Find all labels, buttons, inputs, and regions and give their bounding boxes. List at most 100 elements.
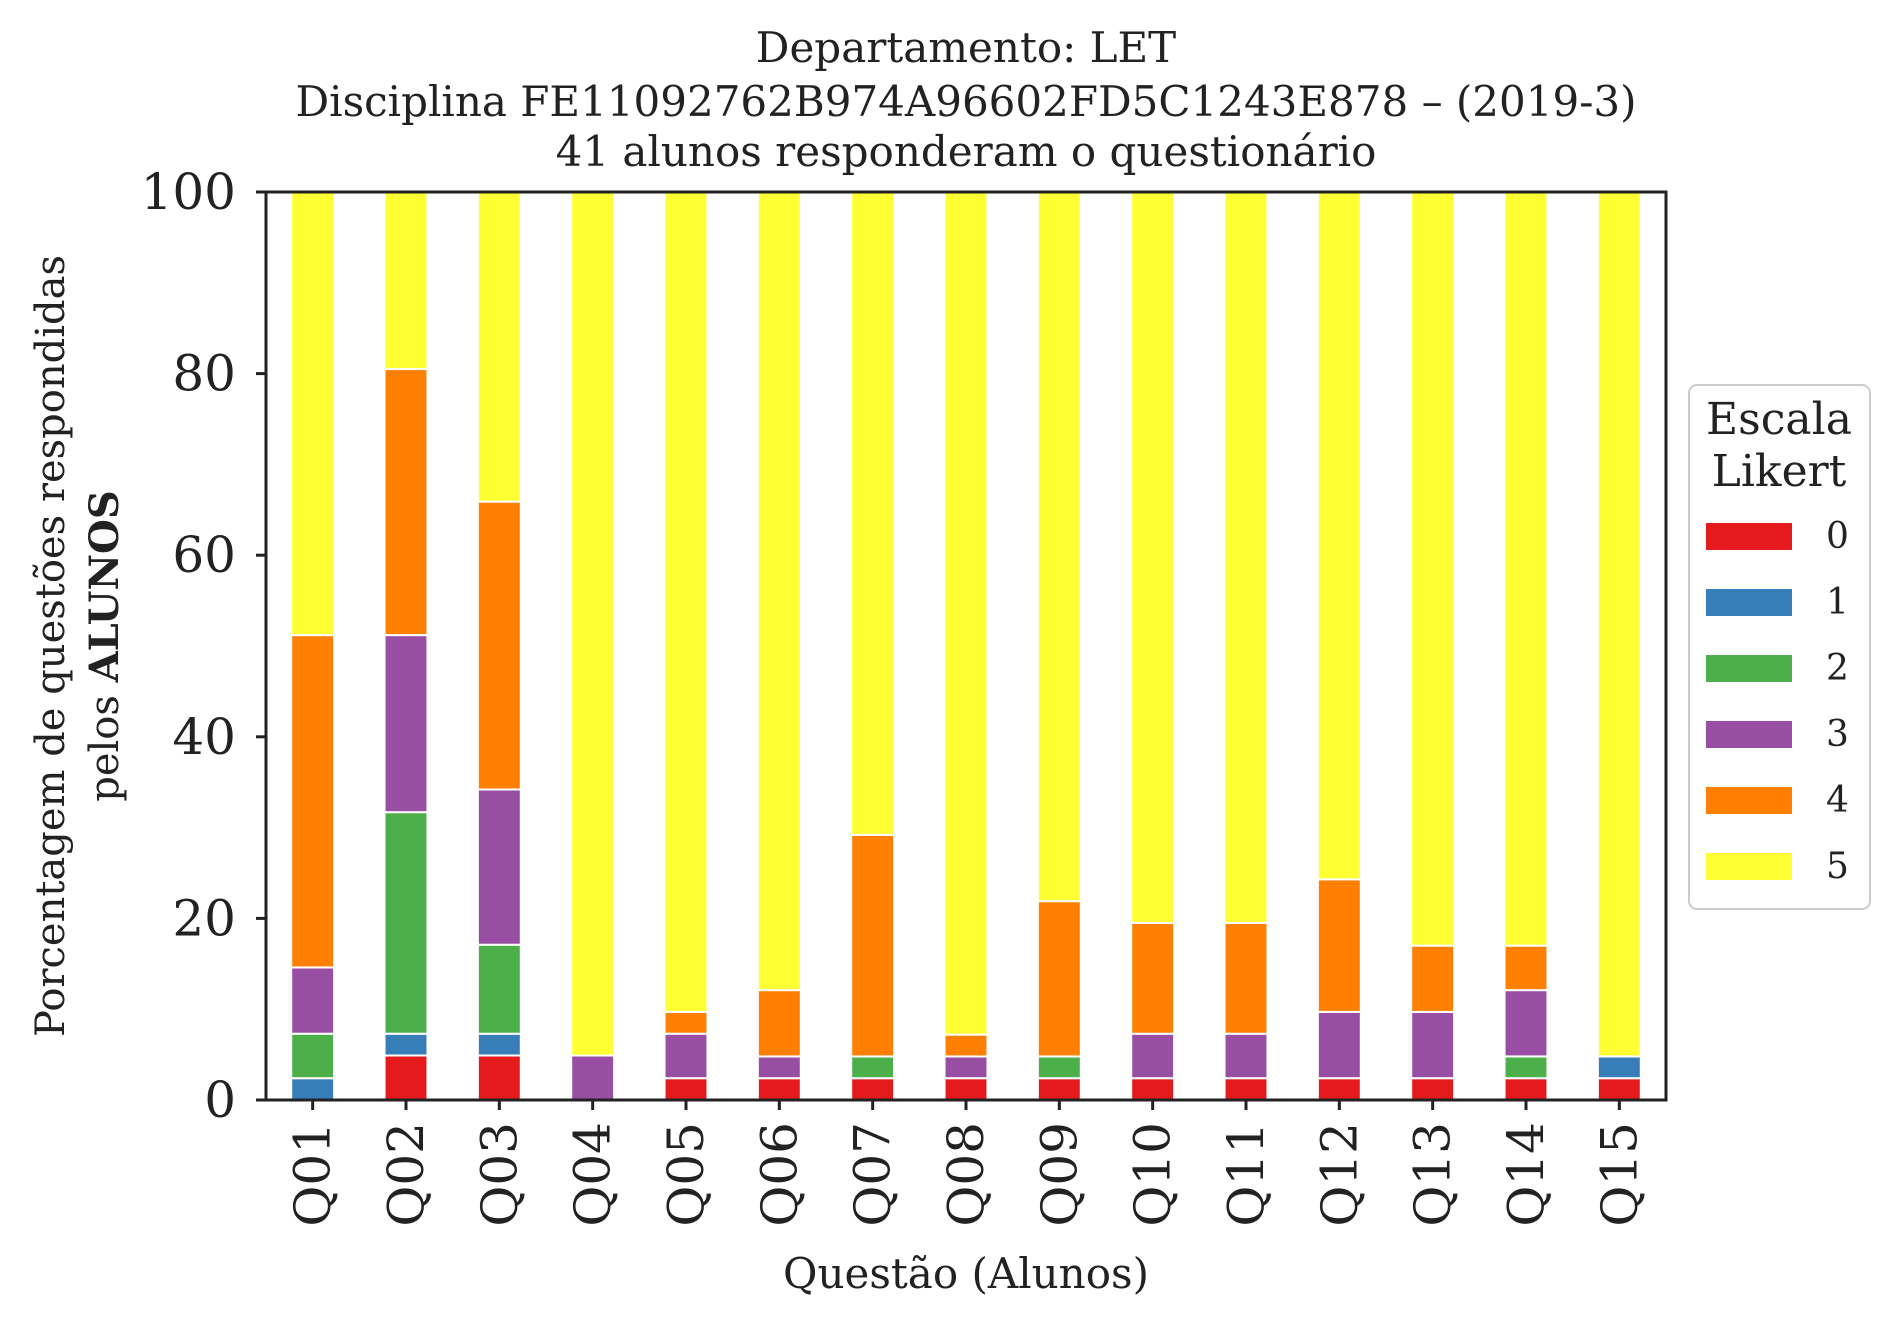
bar-segment-q03-level-2 bbox=[476, 943, 522, 1035]
x-tick-label-q04: Q04 bbox=[564, 1122, 622, 1227]
bar-segment-q01-level-3 bbox=[290, 966, 336, 1035]
legend-swatch-0 bbox=[1706, 523, 1792, 550]
bar-segment-q12-level-4 bbox=[1316, 878, 1362, 1013]
bar-segment-q02-level-1 bbox=[383, 1032, 429, 1057]
bar-segment-q14-level-5 bbox=[1503, 191, 1549, 947]
legend-title-line-1: Escala bbox=[1706, 394, 1852, 445]
legend-swatch-3 bbox=[1706, 721, 1792, 748]
bar-segment-q11-level-3 bbox=[1223, 1032, 1269, 1080]
bar-segment-q05-level-3 bbox=[663, 1032, 709, 1080]
y-tick-label-60: 60 bbox=[172, 526, 236, 584]
x-tick-label-q13: Q13 bbox=[1404, 1122, 1462, 1227]
y-tick-label-80: 80 bbox=[172, 345, 236, 403]
bar-segment-q15-level-0 bbox=[1596, 1077, 1642, 1101]
bar-segment-q01-level-1 bbox=[290, 1077, 336, 1101]
x-tick-label-q11: Q11 bbox=[1217, 1122, 1275, 1227]
bar-segment-q14-level-4 bbox=[1503, 944, 1549, 992]
legend-swatch-4 bbox=[1706, 787, 1792, 814]
x-tick-label-q07: Q07 bbox=[844, 1122, 902, 1227]
x-tick-label-q10: Q10 bbox=[1124, 1122, 1182, 1227]
y-tick-label-100: 100 bbox=[141, 163, 236, 221]
bar-segment-q01-level-4 bbox=[290, 634, 336, 969]
bar-segment-q15-level-1 bbox=[1596, 1055, 1642, 1080]
bar-segment-q02-level-4 bbox=[383, 368, 429, 637]
bar-segment-q05-level-5 bbox=[663, 191, 709, 1013]
x-tick-label-q01: Q01 bbox=[284, 1122, 342, 1227]
bar-segment-q01-level-5 bbox=[290, 191, 336, 637]
x-tick-label-q05: Q05 bbox=[657, 1122, 715, 1227]
bar-segment-q03-level-0 bbox=[476, 1054, 522, 1102]
bar-segment-q07-level-4 bbox=[850, 833, 896, 1058]
legend-title-line-2: Likert bbox=[1712, 446, 1847, 497]
y-tick-label-40: 40 bbox=[172, 708, 236, 766]
x-axis-ticks: Q01 Q02 Q03 Q04 Q05 Q06 Q07 Q08 Q09 Q10 Q11 Q12 Q13 Q… bbox=[284, 1100, 1648, 1227]
bar-segment-q08-level-5 bbox=[943, 191, 989, 1036]
x-tick-label-q14: Q14 bbox=[1497, 1122, 1555, 1227]
x-tick-label-q08: Q08 bbox=[937, 1122, 995, 1227]
legend-label-3: 3 bbox=[1826, 714, 1849, 755]
bar-segment-q08-level-4 bbox=[943, 1033, 989, 1058]
bar-segment-q09-level-2 bbox=[1036, 1055, 1082, 1080]
bar-segment-q02-level-3 bbox=[383, 634, 429, 814]
bar-segment-q08-level-3 bbox=[943, 1055, 989, 1080]
y-tick-label-20: 20 bbox=[172, 889, 236, 947]
y-axis-label-bold: ALUNOS bbox=[81, 490, 128, 683]
bar-segment-q14-level-0 bbox=[1503, 1077, 1549, 1101]
bars-group bbox=[290, 191, 1642, 1102]
bar-segment-q02-level-5 bbox=[383, 191, 429, 371]
chart-title-line-1: Departamento: LET bbox=[756, 23, 1176, 72]
bar-segment-q03-level-5 bbox=[476, 191, 522, 503]
bar-segment-q11-level-0 bbox=[1223, 1077, 1269, 1101]
bar-segment-q05-level-0 bbox=[663, 1077, 709, 1101]
bar-segment-q10-level-3 bbox=[1130, 1032, 1176, 1080]
bar-segment-q07-level-2 bbox=[850, 1055, 896, 1080]
legend-label-1: 1 bbox=[1826, 582, 1849, 623]
chart-title-line-2: Disciplina FE11092762B974A96602FD5C1243E… bbox=[295, 77, 1636, 126]
legend: Escala Likert 0 1 2 3 4 5 bbox=[1688, 384, 1871, 910]
bar-segment-q09-level-5 bbox=[1036, 191, 1082, 903]
x-tick-label-q15: Q15 bbox=[1590, 1122, 1648, 1227]
bar-segment-q13-level-5 bbox=[1410, 191, 1456, 947]
bar-segment-q07-level-0 bbox=[850, 1077, 896, 1101]
bar-segment-q02-level-2 bbox=[383, 811, 429, 1035]
bar-segment-q04-level-5 bbox=[570, 191, 616, 1057]
x-axis-label: Questão (Alunos) bbox=[783, 1249, 1149, 1298]
bar-segment-q11-level-4 bbox=[1223, 921, 1269, 1035]
x-tick-label-q09: Q09 bbox=[1030, 1122, 1088, 1227]
bar-segment-q03-level-3 bbox=[476, 788, 522, 946]
bar-segment-q06-level-3 bbox=[756, 1055, 802, 1080]
bar-segment-q09-level-4 bbox=[1036, 900, 1082, 1058]
bar-segment-q10-level-4 bbox=[1130, 921, 1176, 1035]
legend-swatch-1 bbox=[1706, 589, 1792, 616]
x-tick-label-q02: Q02 bbox=[377, 1122, 435, 1227]
bar-segment-q12-level-0 bbox=[1316, 1077, 1362, 1101]
bar-segment-q08-level-0 bbox=[943, 1077, 989, 1101]
y-axis-ticks: 0 20 40 60 80 100 bbox=[141, 163, 266, 1129]
x-tick-label-q06: Q06 bbox=[750, 1122, 808, 1227]
legend-label-2: 2 bbox=[1826, 648, 1849, 689]
bar-segment-q10-level-5 bbox=[1130, 191, 1176, 924]
bar-segment-q10-level-0 bbox=[1130, 1077, 1176, 1101]
bar-segment-q14-level-2 bbox=[1503, 1055, 1549, 1080]
chart-title-line-3: 41 alunos responderam o questionário bbox=[556, 127, 1377, 176]
legend-swatch-5 bbox=[1706, 853, 1792, 880]
legend-swatch-2 bbox=[1706, 655, 1792, 682]
bar-segment-q06-level-0 bbox=[756, 1077, 802, 1101]
bar-segment-q02-level-0 bbox=[383, 1054, 429, 1102]
x-tick-label-q03: Q03 bbox=[470, 1122, 528, 1227]
legend-box bbox=[1688, 384, 1871, 910]
bar-segment-q03-level-1 bbox=[476, 1032, 522, 1057]
y-axis-label-line-1: Porcentagem de questões respondidas bbox=[28, 255, 74, 1037]
bar-segment-q12-level-3 bbox=[1316, 1010, 1362, 1080]
y-axis-label-line-2: pelos ALUNOS bbox=[81, 490, 128, 802]
bar-segment-q11-level-5 bbox=[1223, 191, 1269, 924]
bar-segment-q15-level-5 bbox=[1596, 191, 1642, 1058]
bar-segment-q12-level-5 bbox=[1316, 191, 1362, 881]
legend-label-4: 4 bbox=[1826, 780, 1849, 821]
legend-entries: 0 1 2 3 4 5 bbox=[1706, 516, 1849, 887]
x-tick-label-q12: Q12 bbox=[1310, 1122, 1368, 1227]
bar-segment-q04-level-3 bbox=[570, 1054, 616, 1102]
legend-label-5: 5 bbox=[1826, 846, 1849, 887]
